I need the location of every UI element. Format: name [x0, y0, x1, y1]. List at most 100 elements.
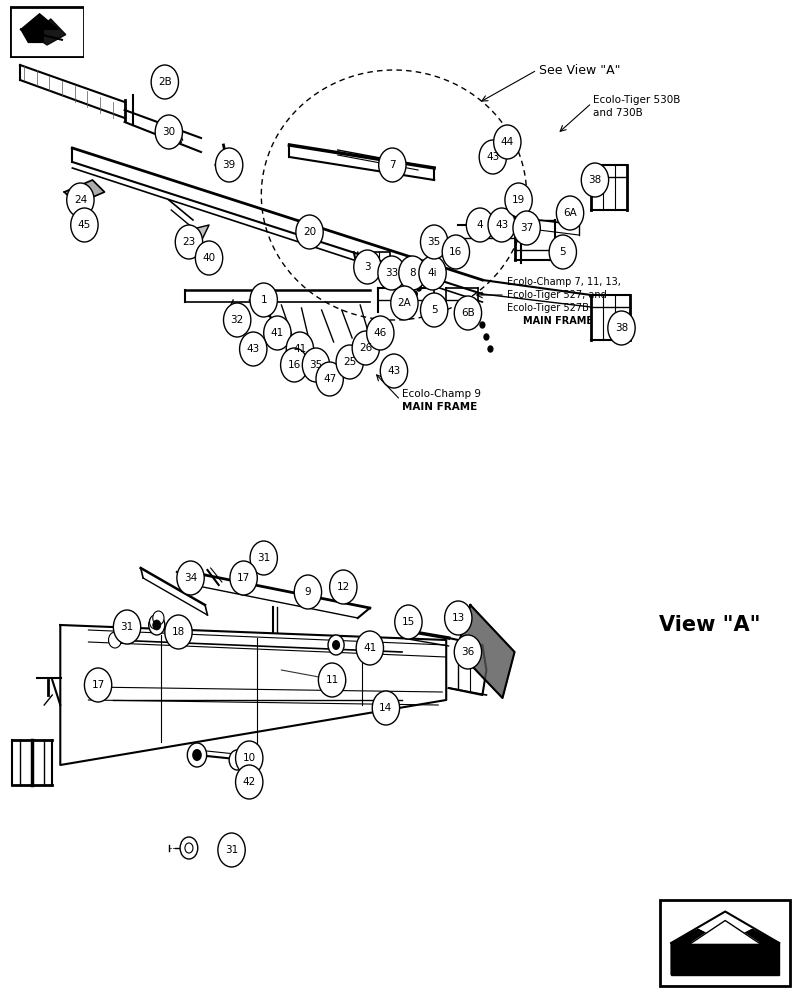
Circle shape: [442, 235, 469, 269]
Text: 34: 34: [184, 573, 197, 583]
Circle shape: [113, 610, 141, 644]
Circle shape: [294, 575, 321, 609]
Text: 17: 17: [92, 680, 104, 690]
Polygon shape: [456, 605, 514, 698]
Text: MAIN FRAME: MAIN FRAME: [522, 316, 592, 326]
Circle shape: [377, 256, 405, 290]
Circle shape: [280, 348, 308, 382]
Polygon shape: [32, 19, 66, 45]
Circle shape: [380, 354, 407, 388]
Circle shape: [487, 346, 492, 352]
Text: 36: 36: [461, 647, 474, 657]
Circle shape: [353, 250, 381, 284]
Text: 47: 47: [323, 374, 336, 384]
Text: 20: 20: [303, 227, 316, 237]
Text: Ecolo-Tiger 530B: Ecolo-Tiger 530B: [593, 95, 680, 105]
Circle shape: [149, 615, 161, 629]
Circle shape: [155, 115, 182, 149]
Text: 35: 35: [427, 237, 440, 247]
Polygon shape: [671, 912, 778, 943]
FancyBboxPatch shape: [10, 7, 84, 57]
Text: 1: 1: [260, 295, 267, 305]
Text: 18: 18: [172, 627, 185, 637]
Circle shape: [318, 663, 345, 697]
Polygon shape: [671, 930, 778, 974]
Circle shape: [394, 605, 422, 639]
Text: 40: 40: [202, 253, 215, 263]
Text: 9: 9: [304, 587, 311, 597]
Circle shape: [504, 183, 532, 217]
Polygon shape: [691, 920, 758, 943]
Circle shape: [420, 225, 447, 259]
Circle shape: [149, 615, 165, 635]
Circle shape: [548, 235, 576, 269]
Text: 17: 17: [237, 573, 250, 583]
Circle shape: [418, 256, 446, 290]
Circle shape: [487, 208, 515, 242]
Circle shape: [153, 620, 161, 630]
Circle shape: [454, 635, 481, 669]
Circle shape: [332, 640, 340, 650]
Text: 6A: 6A: [562, 208, 577, 218]
Text: Ecolo-Tiger 527, and: Ecolo-Tiger 527, and: [506, 290, 605, 300]
Circle shape: [286, 332, 313, 366]
Text: 37: 37: [520, 223, 532, 233]
Circle shape: [418, 273, 422, 279]
Circle shape: [215, 148, 243, 182]
Text: 41: 41: [271, 328, 283, 338]
Circle shape: [316, 362, 343, 396]
Circle shape: [414, 279, 418, 285]
Text: 2B: 2B: [157, 77, 172, 87]
Circle shape: [454, 296, 481, 330]
Text: 45: 45: [78, 220, 91, 230]
Circle shape: [479, 322, 484, 328]
Text: View "A": View "A": [658, 615, 760, 635]
Text: 31: 31: [120, 622, 133, 632]
Circle shape: [151, 65, 178, 99]
Circle shape: [483, 334, 488, 340]
Text: 43: 43: [486, 152, 499, 162]
Circle shape: [302, 348, 329, 382]
Circle shape: [444, 601, 471, 635]
Text: 8: 8: [409, 268, 415, 278]
Text: 25: 25: [343, 357, 356, 367]
Text: 3: 3: [364, 262, 370, 272]
Circle shape: [223, 303, 251, 337]
Circle shape: [175, 225, 202, 259]
Circle shape: [416, 285, 421, 291]
Circle shape: [84, 668, 112, 702]
Text: 41: 41: [363, 643, 376, 653]
Text: 38: 38: [614, 323, 627, 333]
Circle shape: [177, 561, 204, 595]
Circle shape: [235, 765, 263, 799]
Circle shape: [108, 632, 121, 648]
Text: 32: 32: [230, 315, 243, 325]
Circle shape: [239, 332, 267, 366]
Text: MAIN FRAME: MAIN FRAME: [402, 402, 477, 412]
Text: 11: 11: [325, 675, 338, 685]
Circle shape: [71, 208, 98, 242]
Text: 23: 23: [182, 237, 195, 247]
Text: 39: 39: [222, 160, 235, 170]
Text: 41: 41: [293, 344, 306, 354]
Text: 5: 5: [430, 305, 437, 315]
Circle shape: [556, 196, 583, 230]
Polygon shape: [671, 943, 778, 974]
FancyBboxPatch shape: [659, 900, 789, 986]
Circle shape: [250, 283, 277, 317]
Text: 43: 43: [495, 220, 507, 230]
Text: 43: 43: [247, 344, 259, 354]
Polygon shape: [21, 14, 58, 42]
Circle shape: [352, 331, 379, 365]
Text: 4i: 4i: [427, 268, 437, 278]
Text: 42: 42: [243, 777, 255, 787]
Text: 16: 16: [287, 360, 300, 370]
Text: 19: 19: [512, 195, 524, 205]
Text: 26: 26: [359, 343, 372, 353]
Text: 13: 13: [451, 613, 464, 623]
Text: and 730B: and 730B: [593, 108, 642, 118]
Circle shape: [412, 291, 417, 297]
Circle shape: [67, 183, 94, 217]
Circle shape: [192, 749, 202, 761]
Text: Ecolo-Champ 7, 11, 13,: Ecolo-Champ 7, 11, 13,: [506, 277, 620, 287]
